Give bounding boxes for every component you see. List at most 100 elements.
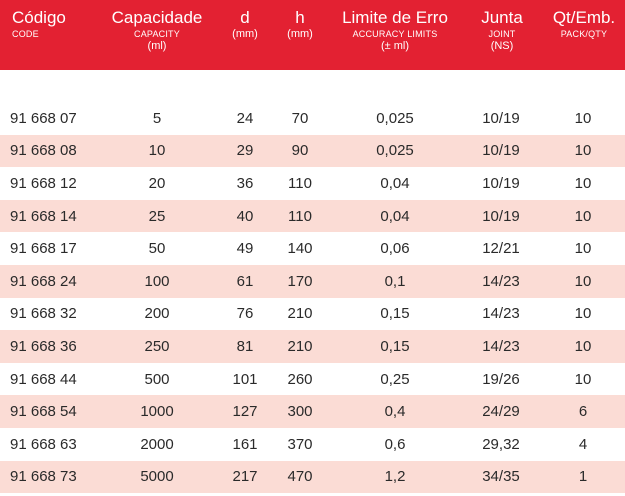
qty-cell: 10: [574, 240, 592, 258]
header-d-unit: (mm): [232, 28, 258, 40]
capacity-cell: 200: [144, 305, 170, 323]
d-cell: 61: [236, 272, 254, 290]
qty-cell: 1: [578, 468, 588, 486]
h-cell: 140: [287, 240, 313, 258]
d-cell: 29: [236, 142, 254, 160]
header-h-unit: (mm): [287, 28, 313, 40]
joint-cell: 14/23: [482, 305, 520, 323]
qty-cell: 10: [574, 370, 592, 388]
header-qt: Qt/Emb. PACK/QTY: [544, 0, 624, 70]
table-body: 91 668 07 5 24 70 0,025 10/19 10 91 668 08 10 29 9…: [0, 102, 625, 494]
h-cell: 210: [287, 337, 313, 355]
table-row: 91 668 14 25 40 110 0,04 10/19 10: [0, 199, 625, 233]
qty-cell: 10: [574, 142, 592, 160]
joint-cell: 10/19: [482, 174, 520, 192]
h-cell: 70: [291, 109, 309, 127]
header-h-main: h: [295, 8, 305, 27]
header-capacidade: Capacidade CAPACITY (ml): [104, 0, 210, 70]
limit-cell: 0,025: [376, 109, 414, 127]
capacity-cell: 1000: [140, 403, 174, 421]
joint-cell: 29,32: [482, 435, 520, 453]
header-limite-sub: ACCURACY LIMITS: [352, 29, 438, 39]
qty-cell: 10: [574, 337, 592, 355]
code-cell: 91 668 07: [10, 109, 77, 127]
code-cell: 91 668 44: [10, 370, 77, 388]
code-cell: 91 668 36: [10, 337, 77, 355]
limit-cell: 0,6: [384, 435, 406, 453]
header-codigo-sub: CODE: [12, 29, 39, 39]
code-cell: 91 668 08: [10, 142, 77, 160]
table-row: 91 668 73 5000 217 470 1,2 34/35 1: [0, 460, 625, 494]
capacity-cell: 10: [148, 142, 166, 160]
header-codigo: Código CODE: [12, 0, 102, 70]
joint-cell: 19/26: [482, 370, 520, 388]
d-cell: 24: [236, 109, 254, 127]
header-capacidade-unit: (ml): [147, 40, 167, 52]
d-cell: 36: [236, 174, 254, 192]
table-header: Código CODE Capacidade CAPACITY (ml) d (…: [0, 0, 625, 70]
d-cell: 161: [232, 435, 258, 453]
joint-cell: 10/19: [482, 207, 520, 225]
code-cell: 91 668 54: [10, 403, 77, 421]
qty-cell: 10: [574, 305, 592, 323]
capacity-cell: 500: [144, 370, 170, 388]
code-cell: 91 668 32: [10, 305, 77, 323]
joint-cell: 14/23: [482, 337, 520, 355]
d-cell: 101: [232, 370, 258, 388]
table-row: 91 668 63 2000 161 370 0,6 29,32 4: [0, 427, 625, 461]
capacity-cell: 25: [148, 207, 166, 225]
table-row: 91 668 08 10 29 90 0,025 10/19 10: [0, 134, 625, 168]
joint-cell: 34/35: [482, 468, 520, 486]
joint-cell: 10/19: [482, 142, 520, 160]
h-cell: 170: [287, 272, 313, 290]
capacity-cell: 50: [148, 240, 166, 258]
header-d-main: d: [240, 8, 250, 27]
header-qt-sub: PACK/QTY: [560, 29, 608, 39]
code-cell: 91 668 73: [10, 468, 77, 486]
capacity-cell: 250: [144, 337, 170, 355]
capacity-cell: 5000: [140, 468, 174, 486]
limit-cell: 0,25: [380, 370, 410, 388]
joint-cell: 10/19: [482, 109, 520, 127]
h-cell: 260: [287, 370, 313, 388]
h-cell: 110: [288, 174, 312, 192]
capacity-cell: 2000: [140, 435, 174, 453]
header-capacidade-main: Capacidade: [111, 8, 203, 27]
limit-cell: 0,04: [380, 207, 410, 225]
limit-cell: 0,025: [376, 142, 414, 160]
limit-cell: 0,04: [380, 174, 410, 192]
capacity-cell: 20: [148, 174, 166, 192]
d-cell: 81: [236, 337, 254, 355]
code-cell: 91 668 24: [10, 272, 77, 290]
table-row: 91 668 17 50 49 140 0,06 12/21 10: [0, 232, 625, 265]
h-cell: 210: [287, 305, 313, 323]
h-cell: 300: [287, 403, 313, 421]
code-cell: 91 668 14: [10, 207, 77, 225]
d-cell: 40: [236, 207, 254, 225]
qty-cell: 10: [574, 174, 592, 192]
header-codigo-main: Código: [12, 8, 66, 27]
qty-cell: 6: [578, 403, 588, 421]
table-row: 91 668 32 200 76 210 0,15 14/23 10: [0, 297, 625, 331]
d-cell: 217: [232, 468, 258, 486]
header-limite: Limite de Erro ACCURACY LIMITS (± ml): [330, 0, 460, 70]
qty-cell: 10: [574, 109, 592, 127]
limit-cell: 0,1: [384, 272, 406, 290]
joint-cell: 12/21: [482, 240, 520, 258]
code-cell: 91 668 17: [10, 240, 77, 258]
limit-cell: 0,15: [380, 305, 410, 323]
header-qt-main: Qt/Emb.: [552, 8, 616, 27]
table-row: 91 668 12 20 36 110 0,04 10/19 10: [0, 167, 625, 200]
h-cell: 90: [291, 142, 309, 160]
capacity-cell: 5: [152, 109, 162, 127]
qty-cell: 4: [578, 435, 588, 453]
d-cell: 76: [236, 305, 254, 323]
joint-cell: 24/29: [482, 403, 520, 421]
h-cell: 470: [287, 468, 313, 486]
qty-cell: 10: [574, 207, 592, 225]
header-limite-main: Limite de Erro: [342, 8, 448, 27]
code-cell: 91 668 63: [10, 435, 77, 453]
header-d: d (mm): [218, 0, 272, 70]
header-junta-sub: JOINT: [488, 29, 516, 39]
